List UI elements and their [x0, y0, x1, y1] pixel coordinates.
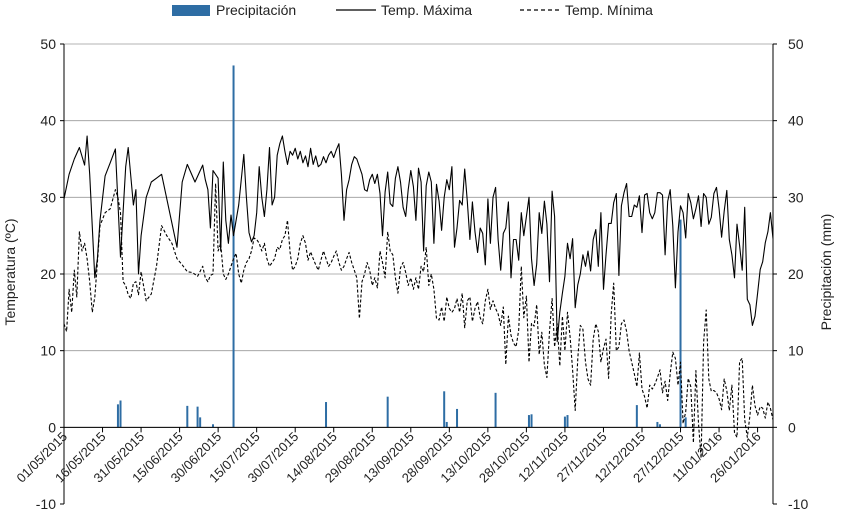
y-tick-label-right: 50	[788, 36, 804, 52]
precipitation-bar	[445, 421, 448, 428]
precipitation-bar	[325, 402, 328, 428]
precipitation-bar	[386, 396, 389, 428]
y-tick-label-left: 50	[40, 36, 56, 52]
y-tick-label-left: 40	[40, 113, 56, 129]
precipitation-bar	[443, 391, 446, 428]
legend-label-temp-min: Temp. Mínima	[565, 2, 653, 18]
precipitation-bar	[116, 404, 119, 428]
legend-label-precipitation: Precipitación	[216, 2, 296, 18]
precipitation-bar	[456, 408, 459, 428]
y-tick-label-right: 10	[788, 343, 804, 359]
y-axis-left-ticks: -10 0 10 20 30 40 50	[36, 36, 64, 512]
precipitation-bar	[186, 405, 189, 428]
y-tick-label-left: 30	[40, 189, 56, 205]
y-tick-label-right: 30	[788, 189, 804, 205]
precipitation-bar	[566, 415, 569, 428]
y-tick-label-left: -10	[36, 496, 56, 512]
temperature-lines	[63, 135, 774, 459]
precipitation-bar	[684, 417, 687, 428]
y-tick-label-right: 40	[788, 113, 804, 129]
legend: Precipitación Temp. Máxima Temp. Mínima	[172, 2, 653, 18]
precipitation-bar	[679, 219, 682, 428]
precipitation-bar	[656, 421, 659, 428]
precipitation-bars	[116, 65, 687, 428]
x-axis-ticks: 01/05/201516/05/201531/05/201515/06/2015…	[13, 427, 764, 485]
precipitation-bar	[635, 405, 638, 428]
precipitation-bar	[658, 424, 661, 428]
y-tick-label-right: 20	[788, 266, 804, 282]
precipitation-bar	[527, 415, 530, 428]
series-line-temp-min	[63, 182, 774, 459]
y-tick-label-right: 0	[788, 419, 796, 435]
precipitation-bar	[563, 416, 566, 428]
precipitation-bar	[232, 65, 235, 428]
legend-swatch-precipitation	[172, 5, 210, 16]
precipitation-bar	[199, 417, 202, 428]
precipitation-bar	[119, 400, 122, 428]
y-tick-label-left: 10	[40, 343, 56, 359]
series-line-temp-max	[63, 135, 774, 343]
y-tick-label-left: 20	[40, 266, 56, 282]
precipitation-bar	[530, 414, 533, 428]
precipitation-bar	[494, 392, 497, 428]
gridlines	[64, 43, 773, 428]
precipitation-bar	[211, 424, 214, 428]
precipitation-bar	[196, 406, 199, 428]
y-axis-left-label: Temperatura (ºC)	[2, 218, 18, 325]
y-axis-right-label: Precipitación (mm)	[818, 214, 834, 331]
y-tick-label-left: 0	[48, 419, 56, 435]
y-tick-label-right: -10	[788, 496, 808, 512]
y-axis-right-ticks: -10 0 10 20 30 40 50	[773, 36, 808, 512]
legend-label-temp-max: Temp. Máxima	[381, 2, 472, 18]
